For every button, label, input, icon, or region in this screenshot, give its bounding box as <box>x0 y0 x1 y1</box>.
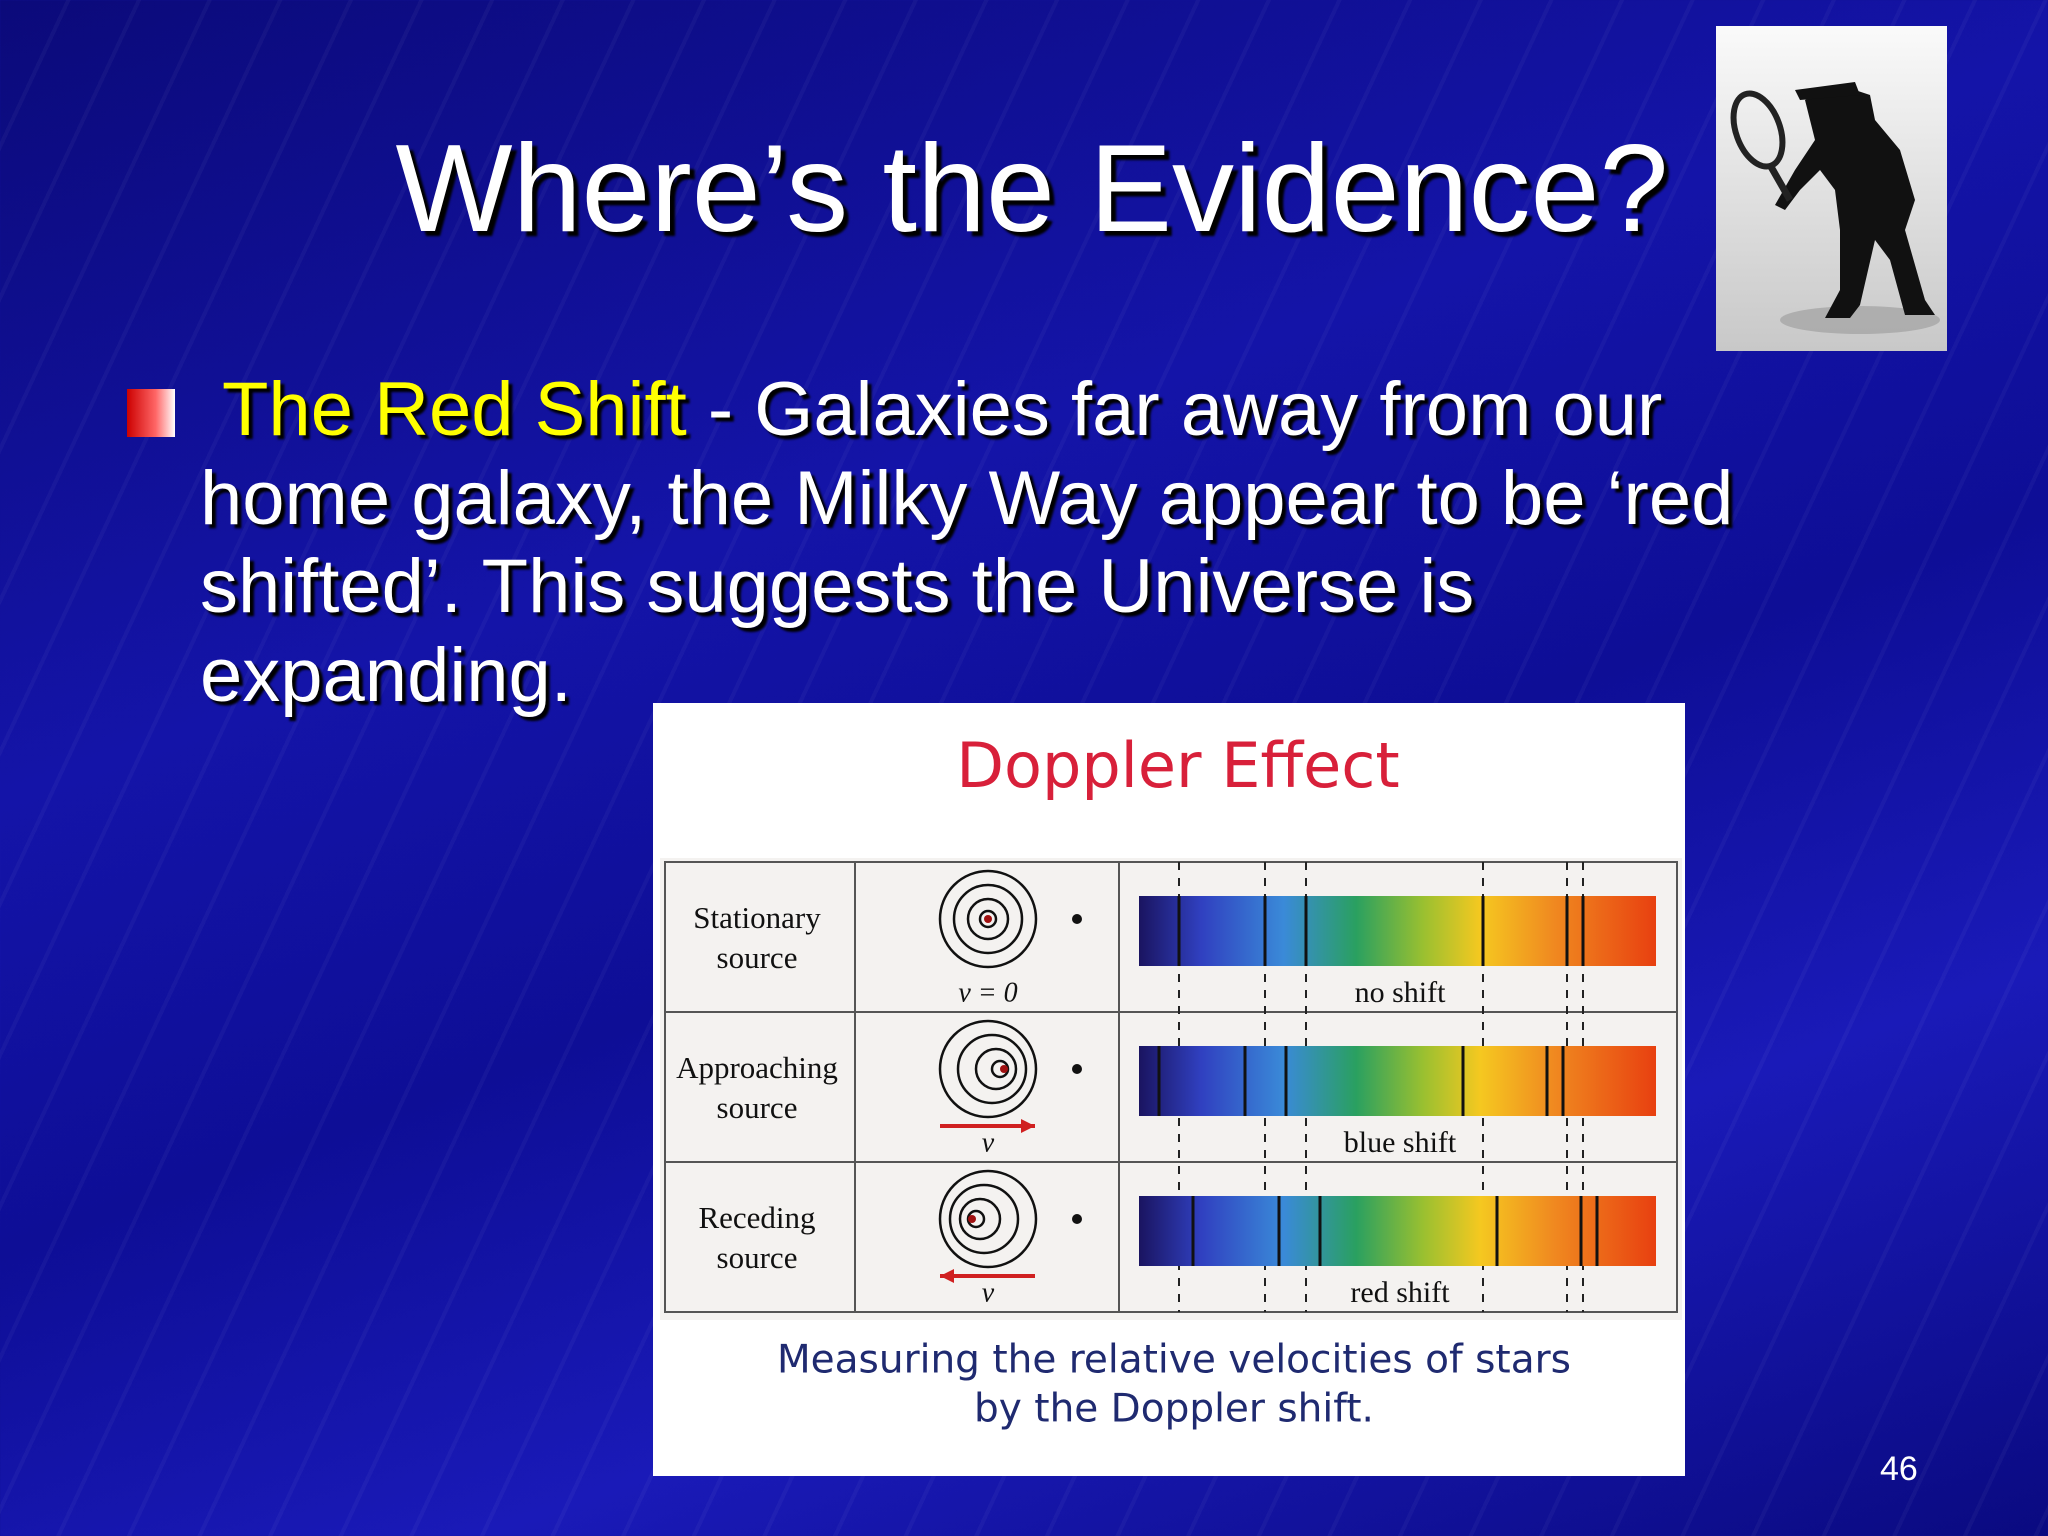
velocity-label: v = 0 <box>958 977 1017 1008</box>
velocity-label: v <box>982 1127 995 1158</box>
slide-number: 46 <box>1880 1450 1918 1488</box>
row-label: Stationary <box>693 900 821 935</box>
source-dot <box>968 1215 976 1223</box>
arrow-head <box>940 1269 954 1283</box>
wave-circle <box>938 1169 1038 1269</box>
figure-title: Doppler Effect <box>956 729 1399 802</box>
arrow-head <box>1021 1119 1035 1133</box>
observer-dot <box>1072 1064 1082 1074</box>
wave-circle <box>956 1033 1028 1105</box>
shift-label: red shift <box>1350 1276 1450 1309</box>
spectrum <box>1139 1196 1656 1266</box>
row-label: source <box>717 940 798 975</box>
bullet-mark <box>127 389 175 437</box>
slide-title: Where’s the Evidence? <box>395 120 1669 258</box>
bullet-text: The Red Shift - Galaxies far away from o… <box>200 366 1840 720</box>
wave-circle <box>952 883 1024 955</box>
highlight: The Red Shift <box>222 367 687 452</box>
row-label: Receding <box>698 1200 815 1235</box>
spectrum <box>1139 896 1656 966</box>
row-label: source <box>717 1090 798 1125</box>
wave-circle <box>974 1047 1018 1091</box>
shift-label: no shift <box>1355 976 1447 1009</box>
row-label: source <box>717 1240 798 1275</box>
caption-line: Measuring the relative velocities of sta… <box>777 1338 1571 1383</box>
row-label: Approaching <box>676 1050 838 1085</box>
observer-dot <box>1072 1214 1082 1224</box>
wave-circle <box>948 1183 1020 1255</box>
wave-circle <box>978 909 998 929</box>
detective-image <box>1716 26 1947 351</box>
velocity-label: v <box>982 1277 995 1308</box>
source-dot <box>1000 1065 1008 1073</box>
table-border <box>664 861 1678 1313</box>
caption-line: by the Doppler shift. <box>974 1387 1374 1432</box>
wave-circle <box>938 869 1038 969</box>
spectrum <box>1139 1046 1656 1116</box>
wave-circle <box>958 1197 1002 1241</box>
shift-label: blue shift <box>1344 1126 1457 1159</box>
wave-circle <box>966 897 1010 941</box>
observer-dot <box>1072 914 1082 924</box>
source-dot <box>984 915 992 923</box>
body-text: - Galaxies far away from our home galaxy… <box>200 367 1734 718</box>
wave-circle <box>938 1019 1038 1119</box>
